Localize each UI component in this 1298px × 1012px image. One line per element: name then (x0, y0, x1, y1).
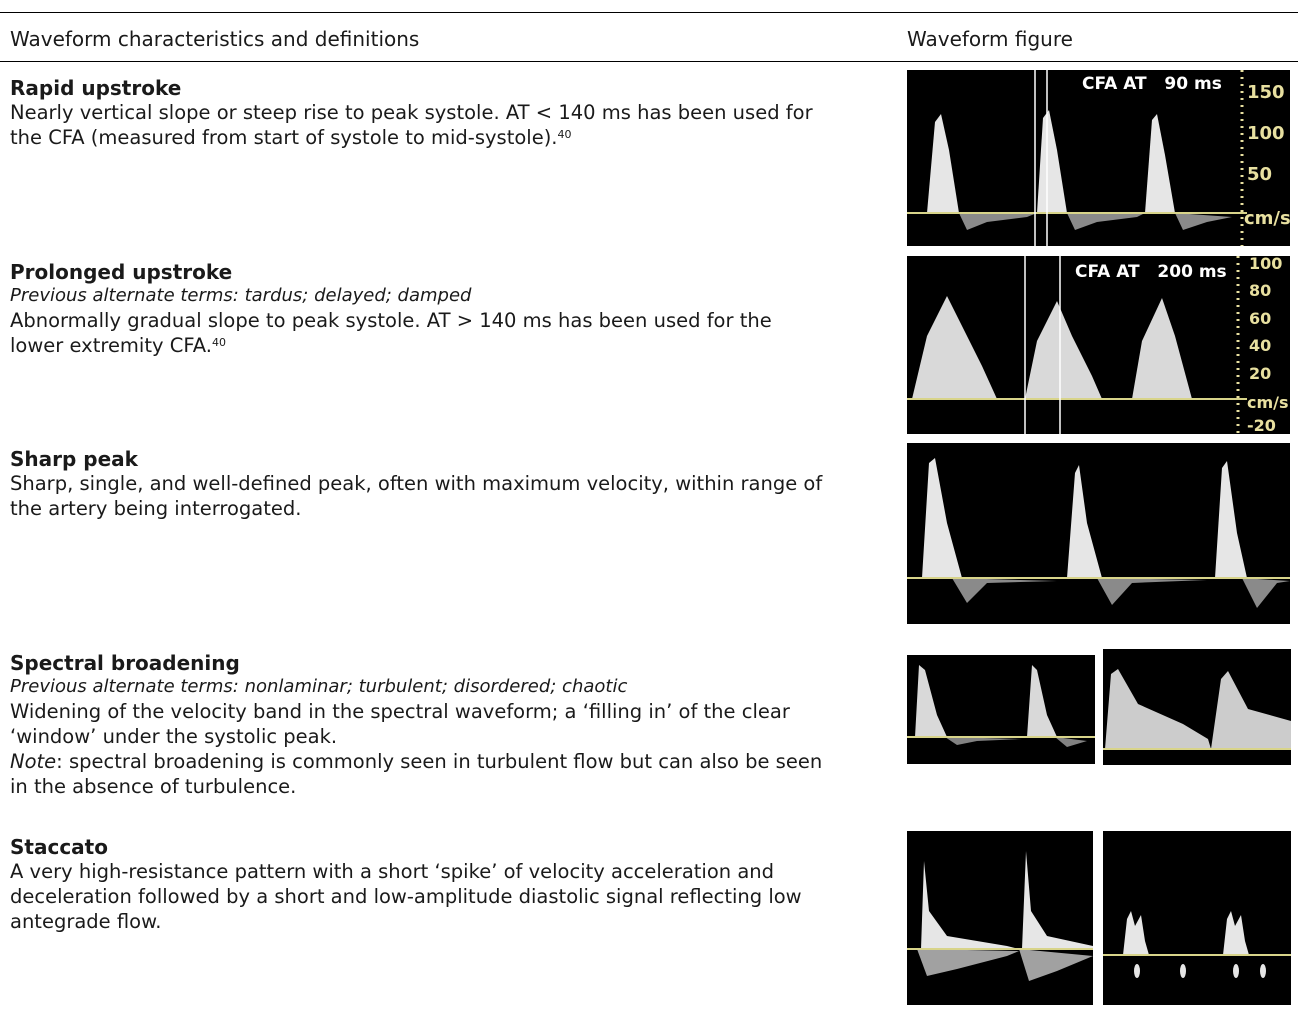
header-right: Waveform figure (907, 27, 1073, 51)
scale-tick-minus20: -20 (1247, 416, 1276, 434)
row-alt-terms: Previous alternate terms: nonlaminar; tu… (10, 676, 628, 697)
row-description: A very high-resistance pattern with a sh… (10, 860, 802, 933)
waveform-figure-staccato-a (907, 831, 1093, 1005)
waveform-image (907, 665, 1095, 747)
row-title: Sharp peak (10, 447, 138, 471)
waveform-figure-prolonged-upstroke: CFA AT 200 ms 100 80 60 40 20 cm/s -20 (907, 256, 1290, 434)
row-title: Rapid upstroke (10, 76, 182, 100)
row-title: Staccato (10, 835, 108, 859)
waveform-image (907, 458, 1290, 608)
row-description: Sharp, single, and well-defined peak, of… (10, 472, 823, 520)
header-left: Waveform characteristics and definitions (10, 27, 420, 51)
scale-tick-60: 60 (1249, 309, 1272, 328)
waveform-image (907, 256, 1247, 434)
waveform-image (907, 851, 1093, 981)
row-description: Nearly vertical slope or steep rise to p… (10, 101, 813, 149)
scale-tick-150: 150 (1247, 82, 1285, 103)
scale-tick-50: 50 (1247, 164, 1273, 185)
row-alt-terms: Previous alternate terms: tardus; delaye… (10, 285, 472, 306)
figure-label: CFA AT 200 ms (1075, 262, 1227, 282)
waveform-figure-sharp-peak (907, 443, 1290, 624)
scale-unit: cm/s (1247, 393, 1289, 412)
row-title: Prolonged upstroke (10, 260, 233, 284)
row-staccato: Staccato A very high-resistance pattern … (10, 835, 830, 934)
row-note: Note: spectral broadening is commonly se… (10, 750, 823, 798)
row-title: Spectral broadening (10, 651, 240, 675)
scale-tick-20: 20 (1249, 364, 1272, 383)
waveform-image (907, 70, 1247, 246)
scale-tick-40: 40 (1249, 336, 1272, 355)
waveform-figure-spectral-broadening-a (907, 655, 1095, 764)
row-rapid-upstroke: Rapid upstroke Nearly vertical slope or … (10, 76, 830, 150)
row-spectral-broadening: Spectral broadening Previous alternate t… (10, 651, 830, 799)
row-description: Widening of the velocity band in the spe… (10, 700, 790, 748)
waveform-image (1103, 911, 1291, 978)
waveform-figure-rapid-upstroke: CFA AT 90 ms 150 100 50 cm/s (907, 70, 1290, 246)
scale-tick-100: 100 (1249, 256, 1283, 273)
scale-tick-100: 100 (1247, 123, 1285, 144)
row-sharp-peak: Sharp peak Sharp, single, and well-defin… (10, 447, 830, 521)
top-rule (0, 12, 1298, 13)
waveform-figure-spectral-broadening-b (1103, 649, 1291, 765)
scale-unit: cm/s (1244, 208, 1290, 229)
row-prolonged-upstroke: Prolonged upstroke Previous alternate te… (10, 260, 830, 358)
waveform-figure-staccato-b (1103, 831, 1291, 1005)
row-description: Abnormally gradual slope to peak systole… (10, 309, 772, 357)
waveform-image (1103, 669, 1291, 750)
scale-tick-80: 80 (1249, 281, 1272, 300)
figure-label: CFA AT 90 ms (1082, 74, 1222, 94)
header-rule (0, 61, 1298, 62)
